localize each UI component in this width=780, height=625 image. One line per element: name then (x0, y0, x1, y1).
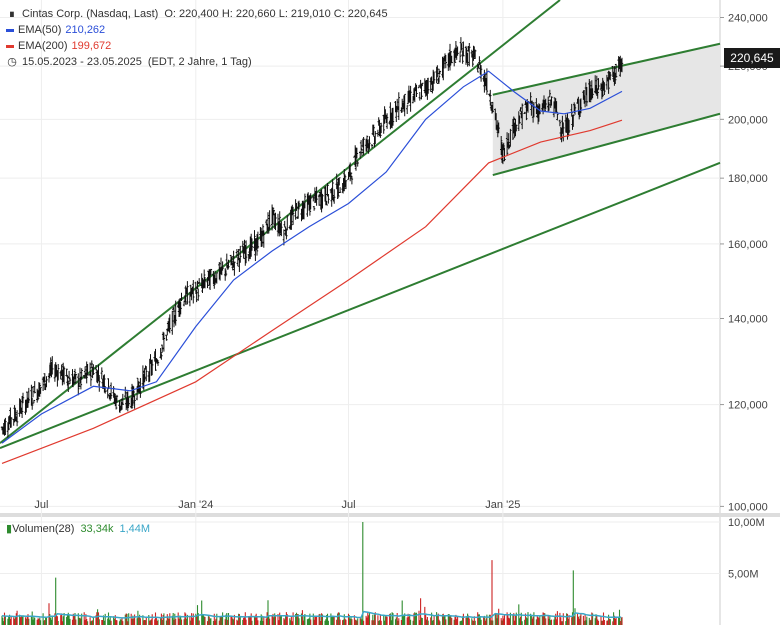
ema200-line (1, 119, 623, 464)
ema50-line (1, 70, 623, 444)
ema200-swatch (6, 44, 14, 48)
x-tick-label: Jul (341, 499, 355, 511)
date-range: 15.05.2023 - 23.05.2025 (22, 56, 142, 68)
volume-value-1: 33,34k (80, 522, 114, 535)
ema50-label: EMA(50) (18, 24, 62, 36)
y-tick-label: 100,000 (728, 501, 768, 513)
channel-upper-line (492, 42, 721, 96)
clock-icon: ◷ (7, 56, 17, 68)
legend-range-row: ◷ 15.05.2023 - 23.05.2025 (EDT, 2 Jahre,… (6, 54, 388, 70)
volume-value-2: 1,44M (119, 522, 151, 535)
ema50-swatch (6, 28, 14, 32)
channel-lower-line (492, 112, 721, 177)
legend-ema50[interactable]: EMA(50) 210,262 (6, 22, 388, 38)
x-tick-label: Jan '24 (178, 499, 213, 511)
x-tick-label: Jan '25 (485, 499, 520, 511)
price-bars (0, 37, 624, 438)
y-tick-label: 180,000 (728, 173, 768, 185)
y-tick-label: 140,000 (728, 313, 768, 325)
ohlc-values: O: 220,400 H: 220,660 L: 219,010 C: 220,… (164, 8, 388, 20)
price-axis: 100,000 120,000 140,000 160,000 180,000 200,0… (720, 13, 768, 513)
ema200-value: 199,672 (71, 40, 112, 52)
candlestick-icon: ∎ (8, 8, 16, 20)
ema-lines (1, 70, 623, 464)
bar-chart-icon: ▮ (6, 523, 13, 535)
volume-bars-up (1, 522, 622, 625)
price-series (0, 37, 624, 438)
long-trendline (0, 161, 721, 450)
y-tick-label: 200,000 (728, 114, 768, 126)
y-tick-label: 240,000 (728, 13, 768, 25)
y-tick-label: 160,000 (728, 239, 768, 251)
volume-legend[interactable]: ▮ Volumen(28) 33,34k 1,44M (6, 522, 151, 536)
chart-legend: ∎ Cintas Corp. (Nasdaq, Last) O: 220,400… (6, 6, 388, 70)
volume-label: Volumen(28) (12, 522, 75, 535)
ema50-value: 210,262 (65, 24, 106, 36)
vol-tick-label: 5,00M (728, 569, 759, 581)
vol-tick-label: 10,00M (728, 517, 765, 529)
x-tick-label: Jul (34, 499, 48, 511)
volume-bars-down (3, 560, 623, 625)
volume-average-line (1, 610, 622, 619)
legend-title-row: ∎ Cintas Corp. (Nasdaq, Last) O: 220,400… (6, 6, 388, 22)
time-axis: Jul Jan '24 Jul Jan '25 (34, 499, 520, 511)
instrument-title: Cintas Corp. (Nasdaq, Last) (22, 8, 159, 20)
legend-ema200[interactable]: EMA(200) 199,672 (6, 38, 388, 54)
ema200-label: EMA(200) (18, 40, 68, 52)
last-price-tag: 220,645 (724, 48, 780, 68)
range-info: (EDT, 2 Jahre, 1 Tag) (147, 56, 252, 68)
panel-separator (0, 513, 780, 517)
volume-panel: 5,00M 10,00M (0, 517, 765, 625)
y-tick-label: 120,000 (728, 400, 768, 412)
trend-channel (492, 43, 720, 176)
